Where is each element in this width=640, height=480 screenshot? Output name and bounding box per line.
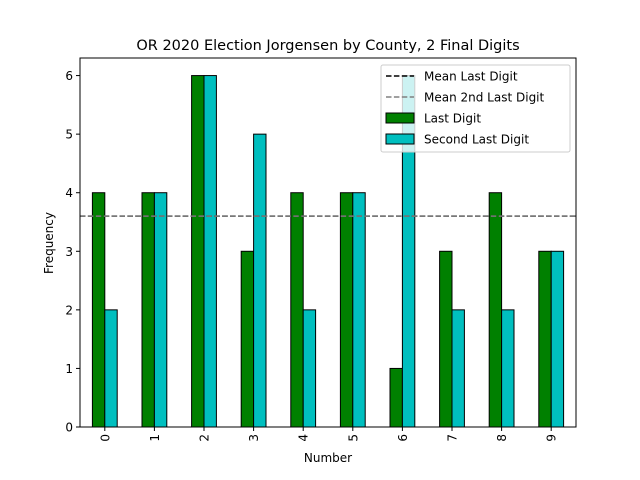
y-axis-label: Frequency <box>42 212 56 274</box>
x-tick-label: 9 <box>545 434 559 442</box>
x-tick-label: 7 <box>446 434 460 442</box>
x-axis-label: Number <box>304 451 352 465</box>
y-tick-label: 1 <box>65 362 73 376</box>
legend-mean-last-digit-label: Mean Last Digit <box>424 70 518 84</box>
y-tick-label: 4 <box>65 186 73 200</box>
y-tick-label: 0 <box>65 421 73 435</box>
last-digit-bar-5 <box>339 192 354 428</box>
last-digit-bar-0 <box>91 192 106 428</box>
x-tick-label: 8 <box>495 434 509 442</box>
legend-second-last-digit-swatch <box>385 133 415 145</box>
second-last-digit-bar-8 <box>501 309 515 428</box>
x-tick-label: 5 <box>346 434 360 442</box>
last-digit-bar-6 <box>389 367 403 428</box>
x-tick-label: 2 <box>198 434 212 442</box>
second-last-digit-bar-0 <box>104 309 118 428</box>
y-tick-label: 3 <box>65 245 73 259</box>
second-last-digit-bar-7 <box>451 309 465 428</box>
second-last-digit-bar-2 <box>203 75 217 428</box>
y-tick-label: 2 <box>65 303 73 317</box>
legend-mean-second-last-digit-label: Mean 2nd Last Digit <box>424 91 545 105</box>
plot-frame <box>79 57 577 428</box>
x-tick-label: 3 <box>247 434 261 442</box>
last-digit-bar-1 <box>141 192 155 428</box>
legend: Mean Last Digit Mean 2nd Last Digit Last D… <box>380 64 571 153</box>
last-digit-bar-3 <box>240 250 255 428</box>
y-tick-label: 6 <box>65 69 73 83</box>
x-tick-label: 6 <box>396 434 410 442</box>
last-digit-bar-7 <box>439 250 453 428</box>
last-digit-bar-9 <box>538 250 552 428</box>
last-digit-bar-8 <box>488 192 503 428</box>
x-tick-label: 1 <box>148 434 162 442</box>
x-tick-label: 4 <box>297 434 311 442</box>
legend-last-digit-label: Last Digit <box>424 112 481 126</box>
second-last-digit-bar-4 <box>302 309 317 428</box>
last-digit-bar-4 <box>290 192 304 428</box>
x-axis: 0 1 2 3 4 5 6 7 8 9 <box>98 427 559 442</box>
last-digit-bar-2 <box>191 75 205 428</box>
legend-last-digit-swatch <box>385 112 415 124</box>
second-last-digit-bar-3 <box>253 133 267 428</box>
legend-second-last-digit-label: Second Last Digit <box>424 133 529 147</box>
second-last-digit-bar-5 <box>352 192 366 428</box>
y-axis: 0 1 2 3 4 5 6 <box>65 69 80 435</box>
second-last-digit-bar-9 <box>550 250 565 428</box>
x-tick-label: 0 <box>98 434 112 442</box>
second-last-digit-bar-1 <box>153 192 168 428</box>
legend-box <box>380 64 571 153</box>
chart-title: OR 2020 Election Jorgensen by County, 2 … <box>136 38 519 54</box>
y-tick-label: 5 <box>65 128 73 142</box>
